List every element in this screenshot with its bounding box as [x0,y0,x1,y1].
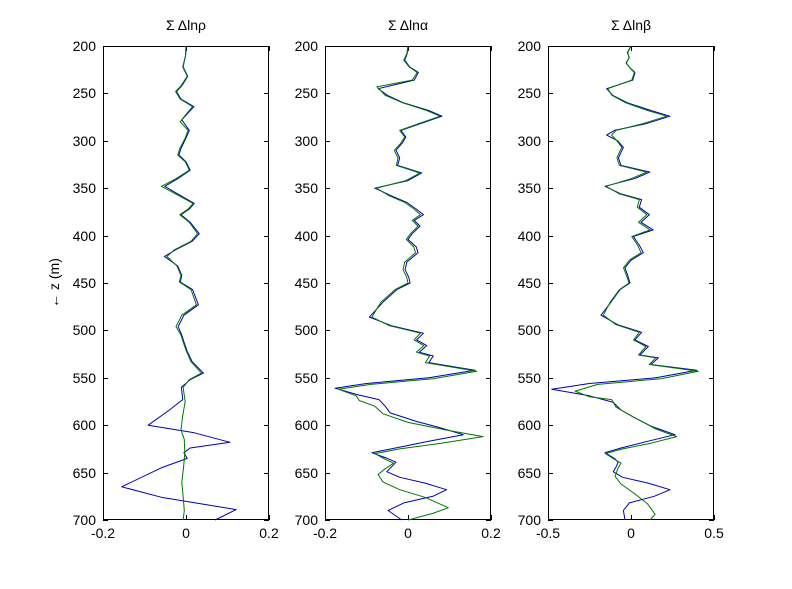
curve-blue [121,45,237,521]
y-tick-label: 600 [72,417,96,434]
y-tick-label: 200 [72,38,96,54]
curve-blue [551,45,698,521]
y-tick-label: 700 [294,512,318,528]
y-tick-label: 250 [72,85,96,102]
y-tick-label: 250 [517,85,541,102]
x-tick-label: 0 [182,525,190,541]
y-tick-label: 300 [72,132,96,149]
subplot-alpha-title: Σ Δlnα [387,17,429,33]
y-tick-label: 450 [517,275,541,291]
subplot-beta-title: Σ Δlnβ [610,17,652,33]
y-tick-label: 650 [517,464,541,481]
y-tick-label: 700 [72,512,96,528]
y-tick-label: 350 [517,180,541,197]
y-tick-label: 600 [294,417,318,434]
y-tick-label: 550 [517,369,541,386]
y-tick-label: 550 [72,369,96,386]
y-tick-label: 400 [72,227,96,244]
x-tick-label: 0.5 [704,525,724,541]
y-tick-label: 300 [294,132,318,149]
x-tick-label: -0.2 [90,525,116,541]
curve-green [161,45,202,521]
y-tick-label: 450 [72,275,96,291]
y-tick-label: 500 [294,322,318,339]
subplot-rho-plot-area [103,45,270,521]
y-tick-label: 500 [517,322,541,339]
x-tick-label: 0 [627,525,635,541]
y-tick-label: 300 [517,132,541,149]
tick-marks [548,46,715,521]
x-tick-label: 0.2 [481,525,501,541]
y-tick-label: 600 [517,417,541,434]
subplot-rho: Σ Δlnρ [103,17,270,521]
curve-green [337,45,484,521]
y-tick-label: 350 [72,180,96,197]
x-tick-label: -0.5 [535,525,561,541]
plot-svg [548,45,715,521]
y-tick-label: 200 [517,38,541,54]
y-tick-label: 350 [294,180,318,197]
y-tick-label: 450 [294,275,318,291]
y-tick-label: 550 [294,369,318,386]
y-tick-label: 700 [517,512,541,528]
x-tick-label: 0.2 [259,525,279,541]
y-tick-label: 400 [294,227,318,244]
subplot-beta-plot-area [548,45,715,521]
subplot-rho-title: Σ Δlnρ [166,17,206,33]
plot-svg [325,45,492,521]
y-tick-label: 200 [294,38,318,54]
plot-svg [103,45,270,521]
curve-blue [334,45,476,521]
y-tick-label: 500 [72,322,96,339]
x-tick-label: -0.2 [312,525,338,541]
axes-box [103,46,269,520]
tick-marks [103,46,270,521]
subplot-alpha-plot-area [325,45,492,521]
tick-marks [325,46,492,521]
y-tick-label: 650 [294,464,318,481]
curve-green [574,45,699,521]
y-tick-label: 250 [294,85,318,102]
y-tick-label: 650 [72,464,96,481]
x-tick-label: 0 [404,525,412,541]
axes-box [548,46,714,520]
y-tick-label: 400 [517,227,541,244]
subplot-alpha: Σ Δlnα [325,17,492,521]
subplot-beta: Σ Δlnβ [548,17,715,521]
